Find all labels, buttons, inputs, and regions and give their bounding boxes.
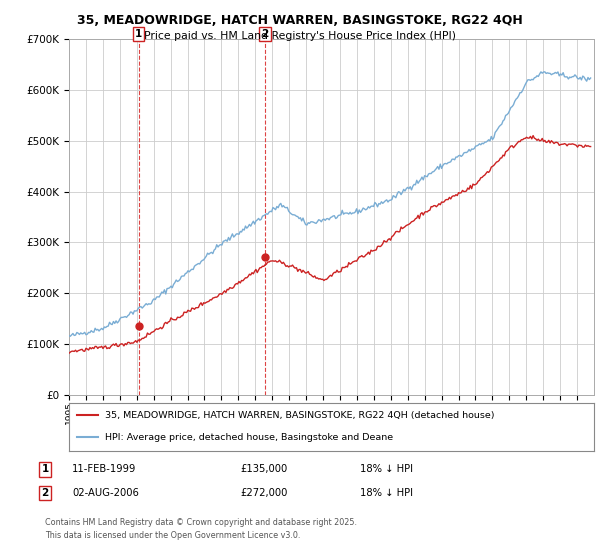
Text: 1: 1 (135, 29, 142, 39)
Text: 35, MEADOWRIDGE, HATCH WARREN, BASINGSTOKE, RG22 4QH: 35, MEADOWRIDGE, HATCH WARREN, BASINGSTO… (77, 14, 523, 27)
Text: 18% ↓ HPI: 18% ↓ HPI (360, 464, 413, 474)
Text: 18% ↓ HPI: 18% ↓ HPI (360, 488, 413, 498)
Text: 2: 2 (41, 488, 49, 498)
Text: Price paid vs. HM Land Registry's House Price Index (HPI): Price paid vs. HM Land Registry's House … (144, 31, 456, 41)
Text: Contains HM Land Registry data © Crown copyright and database right 2025.
This d: Contains HM Land Registry data © Crown c… (45, 518, 357, 539)
Text: HPI: Average price, detached house, Basingstoke and Deane: HPI: Average price, detached house, Basi… (105, 433, 393, 442)
Text: 02-AUG-2006: 02-AUG-2006 (72, 488, 139, 498)
Text: 1: 1 (41, 464, 49, 474)
Text: £272,000: £272,000 (240, 488, 287, 498)
Text: £135,000: £135,000 (240, 464, 287, 474)
Text: 11-FEB-1999: 11-FEB-1999 (72, 464, 136, 474)
Text: 2: 2 (262, 29, 269, 39)
Text: 35, MEADOWRIDGE, HATCH WARREN, BASINGSTOKE, RG22 4QH (detached house): 35, MEADOWRIDGE, HATCH WARREN, BASINGSTO… (105, 410, 494, 419)
